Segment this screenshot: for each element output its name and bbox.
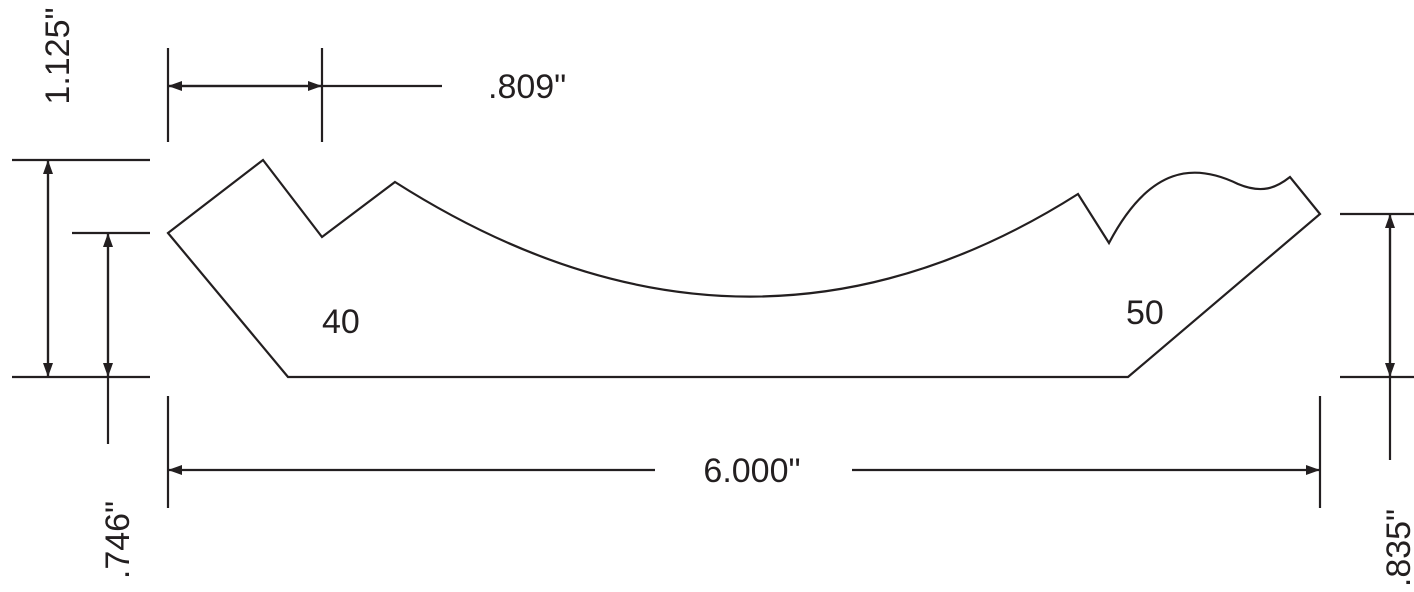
top-width-label: .809" (488, 68, 566, 106)
overall-height-label: 1.125" (39, 7, 77, 104)
right-height-label: .835" (1380, 509, 1414, 587)
overall-height-dimension: 1.125" (12, 7, 150, 379)
right-angle-label: 50 (1126, 294, 1164, 332)
left-height-dimension: .746" (72, 231, 150, 579)
overall-length-dimension: 6.000" (166, 396, 1322, 508)
left-angle-label: 40 (322, 303, 360, 341)
molding-profile-outline (166, 158, 1322, 379)
overall-length-label: 6.000" (703, 452, 800, 490)
top-width-dimension: .809" (166, 48, 566, 142)
right-height-dimension: .835" (1340, 212, 1414, 587)
left-height-label: .746" (99, 501, 137, 579)
